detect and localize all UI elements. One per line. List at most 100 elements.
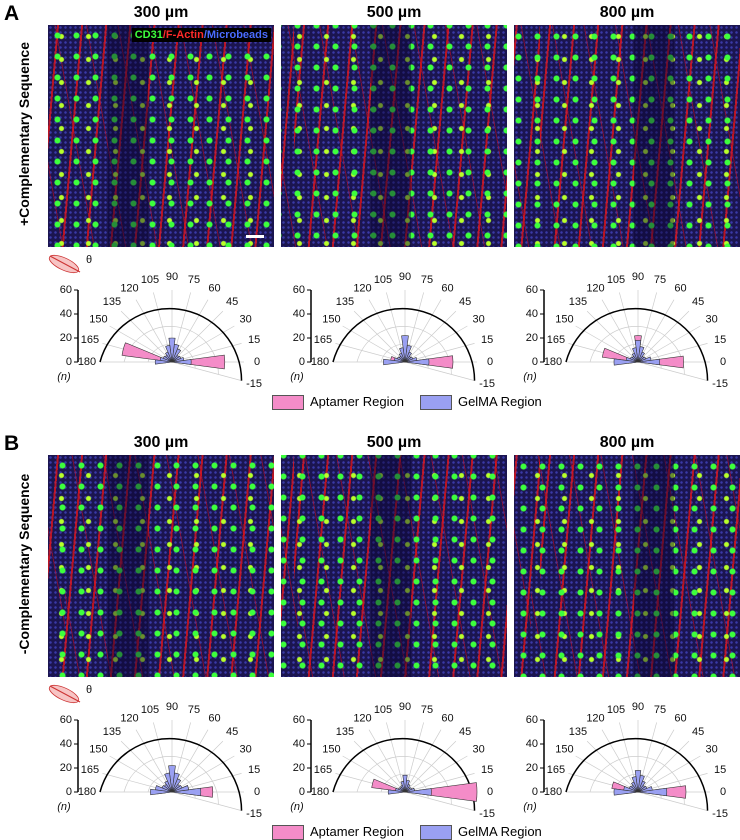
theta-tick-label: 75: [654, 274, 666, 286]
grid-spoke: [637, 740, 690, 793]
grid-spoke: [120, 310, 173, 363]
grid-spoke: [637, 310, 690, 363]
r-tick-label: 40: [60, 738, 72, 750]
r-tick-label: 0: [299, 786, 305, 798]
theta-tick-label: 165: [547, 334, 565, 346]
theta-tick-label: -15: [479, 378, 495, 390]
theta-tick-label: 15: [248, 764, 260, 776]
grid-spoke: [171, 740, 224, 793]
legend-swatch: [419, 825, 452, 840]
theta-tick-label: 120: [120, 282, 138, 294]
rose-wedge: [637, 355, 684, 369]
rose-wedge: [150, 788, 173, 796]
r-tick-label: 0: [532, 786, 538, 798]
grid-spoke: [637, 755, 701, 793]
chart-title: 800 µm: [599, 4, 655, 21]
image-legend: CD31/F-Actin/Microbeads: [131, 28, 271, 42]
grid-spoke: [171, 325, 235, 363]
grid-arc: [123, 326, 219, 375]
rose-wedge: [637, 787, 668, 797]
chart-title: 300 µm: [133, 4, 189, 21]
outer-arc: [99, 307, 243, 381]
micrograph: [514, 25, 740, 247]
theta-tick-label: 75: [421, 704, 433, 716]
grid-spoke: [404, 310, 457, 363]
grid-spoke: [171, 755, 235, 793]
r-axis-label: (n): [523, 801, 537, 813]
theta-tick-label: 150: [555, 743, 573, 755]
dark-band: [634, 25, 674, 247]
dark-band: [108, 455, 148, 677]
theta-tick-label: 105: [141, 704, 159, 716]
theta-tick-label: 90: [399, 701, 411, 713]
rose-wedge: [383, 358, 406, 366]
theta-tick-label: 180: [311, 356, 329, 368]
grid-spoke: [342, 325, 406, 363]
theta-tick-label: 45: [459, 726, 471, 738]
panel: A +Complementary Sequence 300 µm CD31/F-Act…: [0, 0, 740, 411]
theta-tick-label: 135: [569, 726, 587, 738]
theta-tick-label: 165: [314, 764, 332, 776]
theta-tick-label: 150: [89, 743, 107, 755]
panel: B -Complementary Sequence 300 µm θ 0 20 40 60 (n…: [0, 430, 740, 840]
theta-tick-label: 165: [81, 764, 99, 776]
theta-tick-label: 135: [336, 296, 354, 308]
theta-tick-label: 0: [720, 786, 726, 798]
theta-tick-label: 15: [248, 334, 260, 346]
r-tick-label: 20: [60, 762, 72, 774]
r-tick-label: 0: [532, 356, 538, 368]
theta-tick-label: 135: [336, 726, 354, 738]
theta-tick-label: -15: [479, 808, 495, 820]
theta-tick-label: 90: [632, 271, 644, 283]
theta-tick-label: 60: [674, 712, 686, 724]
grid-spoke: [353, 310, 406, 363]
grid-spoke: [353, 740, 406, 793]
grid-spoke: [404, 325, 468, 363]
grid-spoke: [404, 729, 442, 793]
theta-tick-label: 15: [481, 764, 493, 776]
theta-tick-label: 90: [166, 271, 178, 283]
theta-tick-label: 135: [103, 296, 121, 308]
legend-label: GelMA Region: [457, 394, 542, 409]
grid-spoke: [637, 791, 708, 811]
legend-item: Aptamer Region: [272, 394, 404, 411]
theta-tick-label: 0: [254, 786, 260, 798]
rose-wedge: [401, 335, 409, 363]
r-tick-label: 0: [66, 356, 72, 368]
grid-arc: [589, 326, 685, 375]
rose-wedge: [404, 782, 478, 802]
grid-spoke: [109, 755, 173, 793]
inset-theta: θ: [86, 684, 92, 696]
panel-label: A: [4, 2, 20, 25]
outer-arc: [99, 737, 243, 811]
grid-spoke: [135, 299, 173, 363]
theta-tick-label: 150: [322, 313, 340, 325]
rose-wedge: [404, 788, 432, 796]
theta-tick-label: 15: [714, 334, 726, 346]
theta-tick-label: 165: [81, 334, 99, 346]
grid-arc: [332, 738, 475, 811]
legend-label: GelMA Region: [457, 824, 542, 839]
theta-tick-label: 90: [632, 701, 644, 713]
rose-wedge: [171, 354, 226, 370]
cell-axis: [49, 685, 81, 703]
grid-spoke: [109, 325, 173, 363]
theta-tick-label: 75: [188, 704, 200, 716]
theta-tick-label: 45: [692, 296, 704, 308]
grid-spoke: [575, 325, 639, 363]
grid-spoke: [601, 729, 639, 793]
micrograph: [281, 25, 507, 247]
row-label: -Complementary Sequence: [16, 473, 32, 655]
grid-spoke: [404, 740, 457, 793]
image-legend-item: /F-Actin: [162, 29, 204, 41]
theta-tick-label: 180: [78, 786, 96, 798]
grid-arc: [356, 326, 452, 375]
dark-band: [371, 25, 411, 247]
r-tick-label: 60: [60, 714, 72, 726]
theta-tick-label: 30: [472, 313, 484, 325]
theta-tick-label: 105: [374, 704, 392, 716]
theta-tick-label: 75: [188, 274, 200, 286]
